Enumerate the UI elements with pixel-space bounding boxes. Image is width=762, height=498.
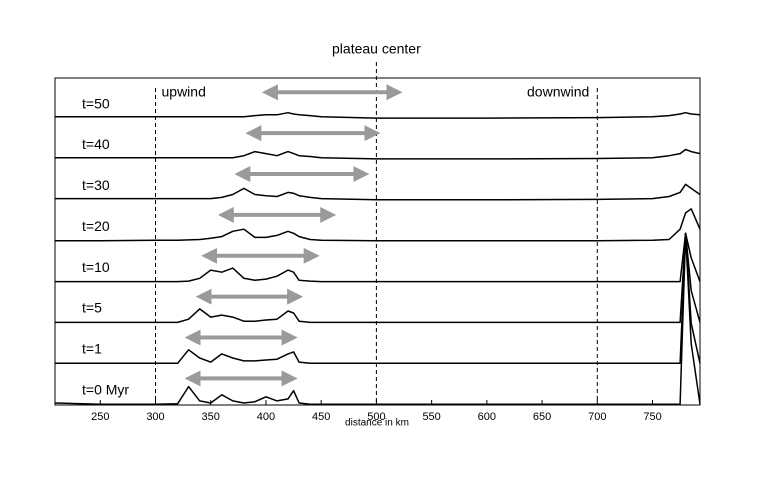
annotation: downwind	[527, 84, 589, 100]
x-tick-label: 500	[367, 411, 385, 423]
series-label: t=20	[82, 218, 110, 234]
x-tick-label: 700	[588, 411, 606, 423]
series-label: t=1	[82, 341, 102, 357]
profile-line	[55, 148, 701, 160]
x-tick-label: 750	[643, 411, 661, 423]
x-tick-label: 550	[422, 411, 440, 423]
x-tick-label: 600	[478, 411, 496, 423]
x-tick-label: 250	[91, 411, 109, 423]
profile-line	[55, 111, 701, 119]
profile-line	[55, 208, 701, 242]
series-label: t=10	[82, 259, 110, 275]
series-label: t=30	[82, 177, 110, 193]
profile-line	[54, 232, 701, 405]
x-tick-label: 350	[202, 411, 220, 423]
x-tick-label: 650	[533, 411, 551, 423]
annotation: upwind	[162, 84, 206, 100]
profile-line	[55, 232, 701, 283]
annotation: plateau center	[332, 41, 421, 57]
x-tick-label: 300	[146, 411, 164, 423]
x-tick-label: 450	[312, 411, 330, 423]
series-label: t=40	[82, 136, 110, 152]
profile-line	[55, 232, 701, 324]
x-tick-label: 400	[257, 411, 275, 423]
series-label: t=5	[82, 300, 102, 316]
series-label: t=50	[82, 95, 110, 111]
x-axis-label: distance in km	[345, 418, 409, 429]
series-label: t=0 Myr	[82, 381, 129, 397]
profile-line	[55, 232, 701, 365]
plot-frame	[54, 77, 701, 406]
profile-line	[55, 183, 701, 201]
